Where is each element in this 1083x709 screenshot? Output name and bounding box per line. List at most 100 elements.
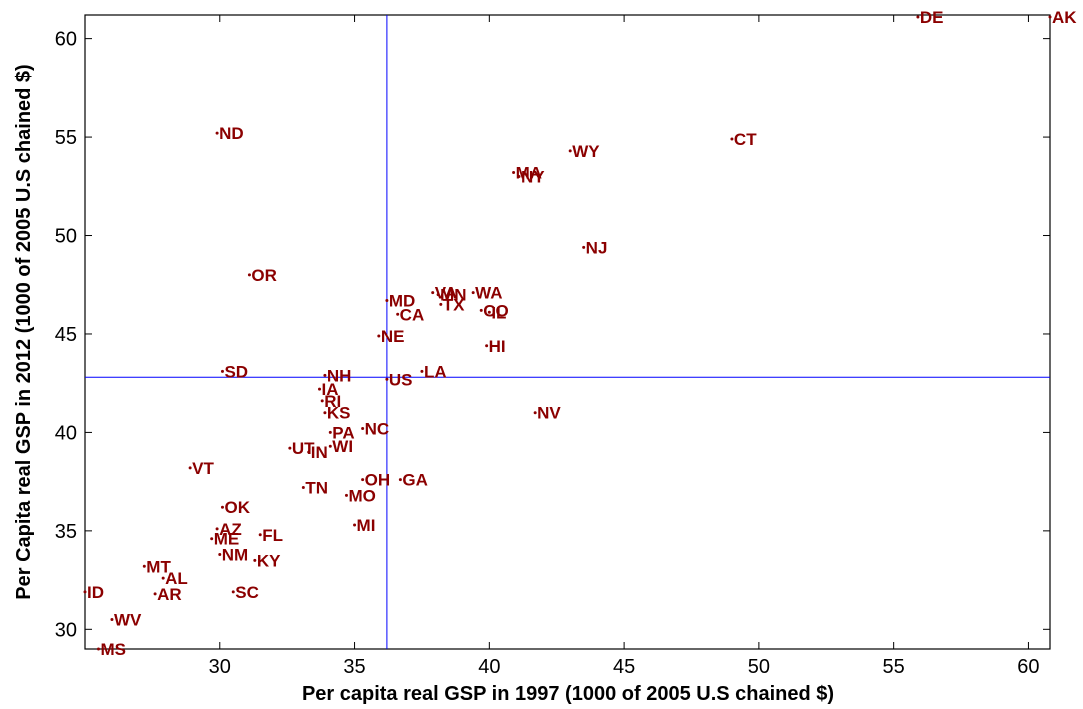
y-tick-label: 30: [55, 619, 77, 641]
x-tick-label: 35: [343, 656, 365, 678]
point-label-fl: FL: [262, 526, 283, 545]
point-label-ks: KS: [327, 404, 351, 423]
point-or: [247, 273, 251, 277]
point-label-me: ME: [214, 530, 240, 549]
point-az: [215, 527, 219, 531]
point-label-sc: SC: [235, 583, 259, 602]
point-md: [385, 298, 389, 302]
point-label-il: IL: [491, 303, 506, 322]
point-label-ky: KY: [257, 551, 281, 570]
point-fl: [258, 533, 262, 537]
point-il: [487, 310, 491, 314]
point-nv: [533, 411, 537, 415]
point-label-ga: GA: [402, 471, 428, 490]
point-label-al: AL: [165, 569, 188, 588]
point-label-de: DE: [920, 8, 944, 27]
point-label-ms: MS: [100, 640, 126, 659]
point-wy: [568, 149, 572, 153]
point-ny: [517, 174, 521, 178]
point-la: [420, 369, 424, 373]
plot-area: [84, 14, 1051, 650]
point-mi: [353, 523, 357, 527]
point-label-la: LA: [424, 362, 447, 381]
point-sc: [231, 590, 235, 594]
point-label-in: IN: [311, 443, 328, 462]
point-ks: [323, 411, 327, 415]
x-axis-title: Per capita real GSP in 1997 (1000 of 200…: [302, 683, 834, 705]
y-tick-label: 45: [55, 324, 77, 346]
point-label-nj: NJ: [586, 238, 608, 257]
y-axis-title: Per Capita real GSP in 2012 (1000 of 200…: [13, 64, 35, 599]
x-tick-label: 40: [478, 656, 500, 678]
point-label-pa: PA: [332, 423, 354, 442]
point-hi: [485, 344, 489, 348]
point-vt: [188, 466, 192, 470]
point-label-vt: VT: [192, 459, 214, 478]
point-in: [307, 450, 311, 454]
point-wi: [328, 444, 332, 448]
point-nc: [361, 426, 365, 430]
point-label-ia: IA: [322, 380, 339, 399]
x-tick-label: 55: [883, 656, 905, 678]
point-nd: [215, 131, 219, 135]
point-wv: [110, 617, 114, 621]
point-label-wa: WA: [475, 284, 502, 303]
point-al: [161, 576, 165, 580]
point-ga: [398, 478, 402, 482]
y-tick-label: 40: [55, 422, 77, 444]
point-pa: [328, 430, 332, 434]
point-label-wy: WY: [572, 142, 600, 161]
point-label-or: OR: [251, 266, 277, 285]
point-ut: [288, 446, 292, 450]
point-ne: [377, 334, 381, 338]
x-tick-label: 45: [613, 656, 635, 678]
point-label-ny: NY: [521, 167, 545, 186]
point-label-co: CO: [483, 301, 509, 320]
point-me: [210, 537, 214, 541]
y-tick-label: 35: [55, 521, 77, 543]
point-label-tn: TN: [305, 479, 328, 498]
point-mo: [344, 493, 348, 497]
point-label-sd: SD: [224, 362, 248, 381]
point-ct: [730, 137, 734, 141]
point-label-mo: MO: [348, 486, 375, 505]
point-co: [479, 308, 483, 312]
y-tick-label: 55: [55, 127, 77, 149]
point-label-nh: NH: [327, 366, 352, 385]
point-label-ma: MA: [516, 164, 542, 183]
point-label-mi: MI: [357, 516, 376, 535]
point-ok: [220, 505, 224, 509]
point-label-md: MD: [389, 291, 415, 310]
point-label-nd: ND: [219, 124, 244, 143]
point-label-va: VA: [435, 284, 457, 303]
point-wa: [471, 291, 475, 295]
point-ar: [153, 592, 157, 596]
point-label-wi: WI: [332, 437, 353, 456]
point-us: [385, 377, 389, 381]
point-label-az: AZ: [219, 520, 242, 539]
point-oh: [361, 478, 365, 482]
point-ri: [320, 399, 324, 403]
point-tx: [439, 302, 443, 306]
x-tick-label: 30: [209, 656, 231, 678]
point-ia: [318, 387, 322, 391]
point-label-ak: AK: [1052, 8, 1077, 27]
point-id: [83, 590, 87, 594]
point-mn: [436, 293, 440, 297]
point-label-nc: NC: [365, 419, 390, 438]
point-de: [916, 15, 920, 19]
y-tick-label: 60: [55, 29, 77, 51]
point-label-tx: TX: [443, 295, 465, 314]
point-label-ri: RI: [324, 392, 341, 411]
point-label-nm: NM: [222, 545, 248, 564]
point-label-oh: OH: [365, 471, 391, 490]
point-nh: [323, 373, 327, 377]
point-label-ok: OK: [224, 498, 250, 517]
point-ms: [96, 647, 100, 651]
point-nj: [582, 245, 586, 249]
point-label-ca: CA: [400, 305, 425, 324]
point-label-nv: NV: [537, 404, 561, 423]
point-ma: [512, 171, 516, 175]
point-sd: [220, 369, 224, 373]
